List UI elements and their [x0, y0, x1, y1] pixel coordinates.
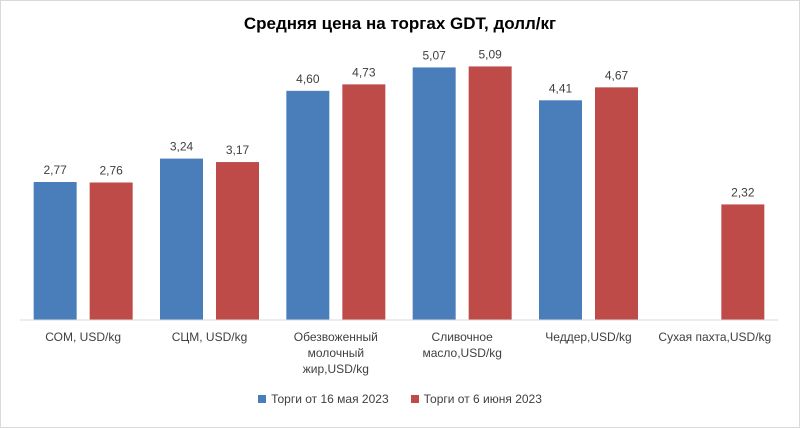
data-label: 4,73 — [352, 65, 376, 79]
category-label: СОМ, USD/kg — [45, 330, 121, 344]
data-label: 5,07 — [422, 48, 446, 62]
bar-series-2 — [595, 87, 638, 320]
category-label: Сухая пахта,USD/kg — [658, 330, 771, 344]
bar-series-1 — [33, 182, 77, 320]
data-label: 5,09 — [478, 47, 502, 61]
bar-series-2 — [468, 66, 512, 321]
legend-label: Торги от 16 мая 2023 — [271, 392, 389, 406]
bar-series-2 — [89, 182, 133, 320]
bar-series-1 — [539, 100, 582, 320]
chart-title: Средняя цена на торгах GDT, долл/кг — [243, 14, 557, 33]
legend-item-series-2: Торги от 6 июня 2023 — [410, 392, 542, 406]
data-label: 3,17 — [226, 143, 250, 157]
legend-swatch — [258, 395, 267, 403]
category-label: СЦМ, USD/kg — [172, 330, 248, 344]
bar-series-2 — [342, 84, 386, 320]
category-label: Обезвоженный — [294, 330, 378, 344]
bar-series-2 — [721, 204, 765, 320]
legend-item-series-1: Торги от 16 мая 2023 — [258, 392, 389, 406]
category-label: масло,USD/kg — [422, 346, 501, 360]
category-label: жир,USD/kg — [303, 362, 369, 376]
category-label: Сливочное — [432, 330, 494, 344]
bar-series-1 — [160, 158, 203, 320]
legend: Торги от 16 мая 2023 Торги от 6 июня 202… — [0, 392, 800, 406]
data-label: 4,67 — [605, 68, 629, 82]
legend-swatch — [410, 395, 419, 403]
data-label: 2,77 — [43, 163, 67, 177]
category-label: молочный — [308, 346, 364, 360]
legend-label: Торги от 6 июня 2023 — [423, 392, 542, 406]
category-label: Чеддер,USD/kg — [545, 330, 631, 344]
bar-series-1 — [286, 90, 330, 320]
data-label: 4,41 — [549, 81, 573, 95]
bar-series-2 — [216, 162, 259, 320]
data-label: 2,32 — [731, 185, 755, 199]
bar-series-1 — [412, 67, 456, 321]
data-label: 4,60 — [296, 72, 320, 86]
data-label: 2,76 — [99, 164, 123, 178]
data-label: 3,24 — [170, 140, 194, 154]
